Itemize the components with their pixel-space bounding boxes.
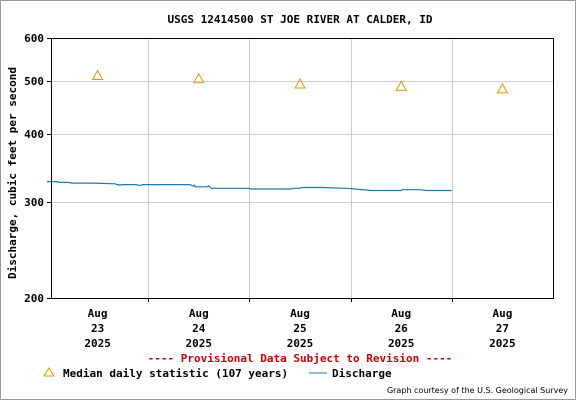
discharge-series (47, 181, 452, 192)
x-tick-label: 2025 (287, 337, 314, 350)
grid-lines (51, 38, 553, 298)
median-triangle-marker (192, 72, 205, 84)
x-tick-label: Aug (391, 307, 411, 320)
x-tick-label: Aug (189, 307, 209, 320)
legend-median-label: Median daily statistic (107 years) (63, 367, 288, 380)
discharge-line (47, 181, 452, 192)
x-axis-ticks: Aug 23 2025 Aug 24 2025 Aug 25 2025 Aug 26 2025 Aug 2… (84, 298, 516, 350)
x-tick-label: 2025 (186, 337, 213, 350)
y-tick-label: 500 (24, 75, 44, 88)
median-triangle-marker (294, 77, 306, 89)
median-triangle-marker (91, 69, 104, 81)
plot-frame (51, 38, 554, 299)
y-tick-label: 200 (24, 292, 44, 305)
x-tick-label: 2025 (489, 337, 516, 350)
x-tick-label: 26 (395, 322, 409, 335)
x-tick-label: Aug (492, 307, 512, 320)
legend-median-triangle-icon (43, 367, 55, 377)
x-tick-label: 25 (293, 322, 306, 335)
median-series (91, 69, 509, 94)
x-tick-label: Aug (290, 307, 310, 320)
chart-title: USGS 12414500 ST JOE RIVER AT CALDER, ID (168, 13, 433, 26)
median-triangle-marker (395, 80, 408, 91)
x-tick-label: 2025 (84, 337, 111, 350)
x-tick-label: 27 (496, 322, 509, 335)
legend: Median daily statistic (107 years) Disch… (43, 367, 392, 380)
y-axis-ticks: 200 300 400 500 600 (24, 32, 51, 305)
y-axis-label: Discharge, cubic feet per second (6, 67, 19, 279)
x-tick-label: 24 (192, 322, 206, 335)
y-tick-label: 600 (24, 32, 44, 45)
credit-text: Graph courtesy of the U.S. Geological Su… (387, 386, 568, 395)
provisional-banner: ---- Provisional Data Subject to Revisio… (148, 352, 453, 365)
x-tick-label: Aug (88, 307, 108, 320)
x-tick-label: 2025 (388, 337, 415, 350)
median-triangle-marker (496, 82, 509, 94)
x-tick-label: 23 (91, 322, 104, 335)
y-tick-label: 300 (24, 196, 44, 209)
y-tick-label: 400 (24, 128, 44, 141)
legend-discharge-label: Discharge (332, 367, 392, 380)
